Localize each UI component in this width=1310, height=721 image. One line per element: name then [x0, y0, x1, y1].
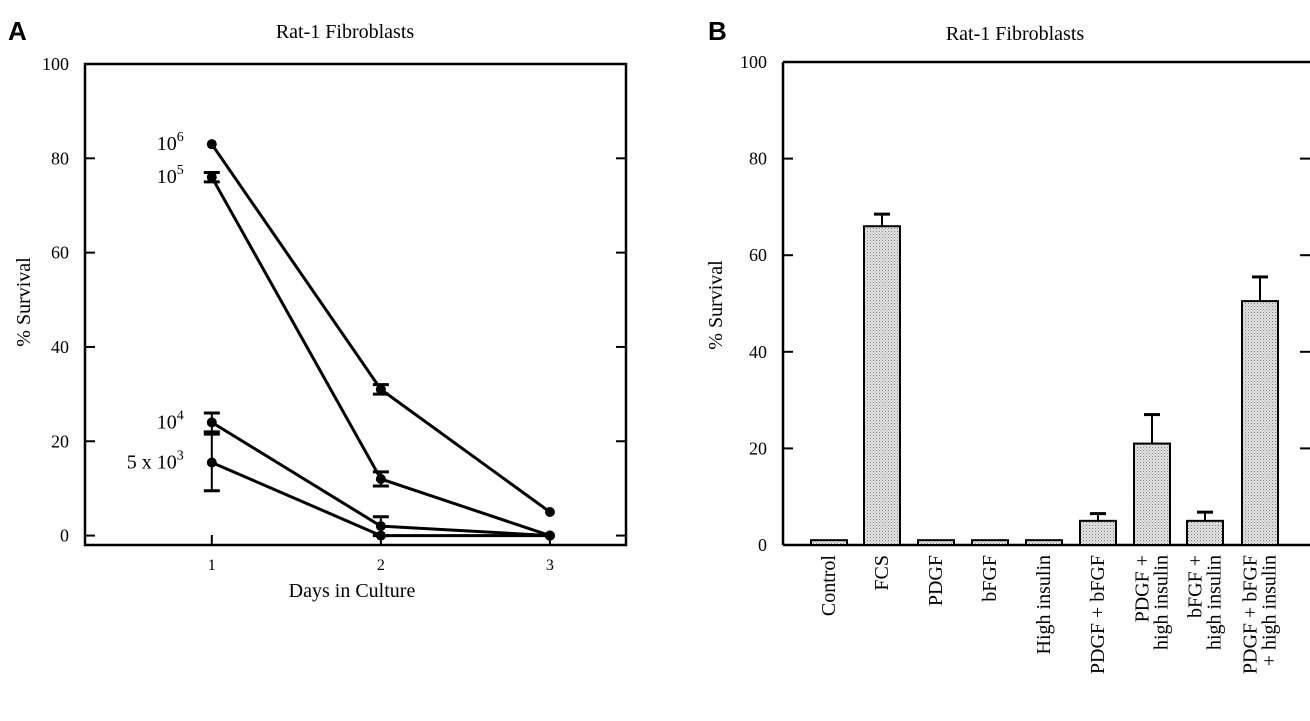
data-point	[206, 172, 217, 183]
category-label: PDGF +	[1132, 555, 1154, 622]
series-label: 104	[157, 408, 184, 433]
panel-a-y-axis-label: % Survival	[13, 257, 35, 347]
category-label: bFGF	[979, 555, 1001, 602]
bar	[1186, 519, 1224, 546]
category-label: FCS	[871, 555, 893, 591]
panel-a-title: Rat-1 Fibroblasts	[276, 21, 415, 43]
bar	[1025, 539, 1063, 546]
y-tick-label: 40	[51, 337, 69, 357]
category-label: PDGF	[925, 555, 947, 606]
bar	[917, 539, 955, 546]
x-tick-label: 1	[208, 557, 216, 574]
category-label: High insulin	[1033, 555, 1055, 654]
y-tick-label: 20	[749, 438, 767, 458]
data-point	[206, 457, 217, 468]
bar	[1241, 300, 1279, 546]
panel-a: A Rat-1 Fibroblasts 0 20 40 60 80 100 1 2 3 106…	[8, 16, 628, 602]
x-tick-label: 3	[546, 557, 554, 574]
y-tick-label: 0	[758, 535, 767, 555]
data-point	[544, 506, 555, 517]
panel-b-letter: B	[708, 16, 727, 46]
panel-b: B Rat-1 Fibroblasts 0 20 40 60 80 100 Control…	[705, 16, 1310, 674]
y-tick-label: 80	[749, 149, 767, 169]
series-label: 106	[157, 130, 184, 155]
y-tick-label: 100	[42, 54, 69, 74]
data-point	[375, 530, 386, 541]
category-label: Control	[818, 555, 840, 617]
data-point	[206, 417, 217, 428]
y-tick-label: 20	[51, 431, 69, 451]
bar	[971, 539, 1009, 546]
series-label: 105	[157, 163, 184, 188]
data-point	[375, 473, 386, 484]
panel-b-y-axis-label: % Survival	[705, 260, 727, 350]
panel-a-letter: A	[8, 16, 27, 46]
y-tick-label: 60	[749, 245, 767, 265]
data-point	[544, 530, 555, 541]
category-label: high insulin	[1151, 555, 1173, 650]
y-tick-label: 40	[749, 342, 767, 362]
category-label: PDGF + bFGF	[1240, 555, 1262, 674]
y-tick-label: 100	[740, 52, 767, 72]
y-tick-label: 80	[51, 148, 69, 168]
category-label: high insulin	[1204, 555, 1226, 650]
panel-a-plot-frame	[83, 62, 628, 547]
category-label: + high insulin	[1259, 555, 1281, 666]
data-point	[375, 384, 386, 395]
panel-a-x-axis-label: Days in Culture	[289, 580, 416, 602]
bar	[1133, 442, 1171, 547]
x-tick-label: 2	[377, 557, 385, 574]
y-tick-label: 0	[60, 526, 69, 546]
data-point	[375, 521, 386, 532]
y-tick-label: 60	[51, 243, 69, 263]
category-label: PDGF + bFGF	[1087, 555, 1109, 674]
bar	[1079, 519, 1117, 546]
category-label: bFGF +	[1185, 555, 1207, 618]
series-line	[210, 143, 551, 514]
panel-b-title: Rat-1 Fibroblasts	[946, 23, 1085, 45]
data-point	[206, 139, 217, 150]
series-label: 5 x 103	[127, 448, 184, 473]
bar	[810, 539, 848, 546]
bar	[863, 225, 901, 546]
